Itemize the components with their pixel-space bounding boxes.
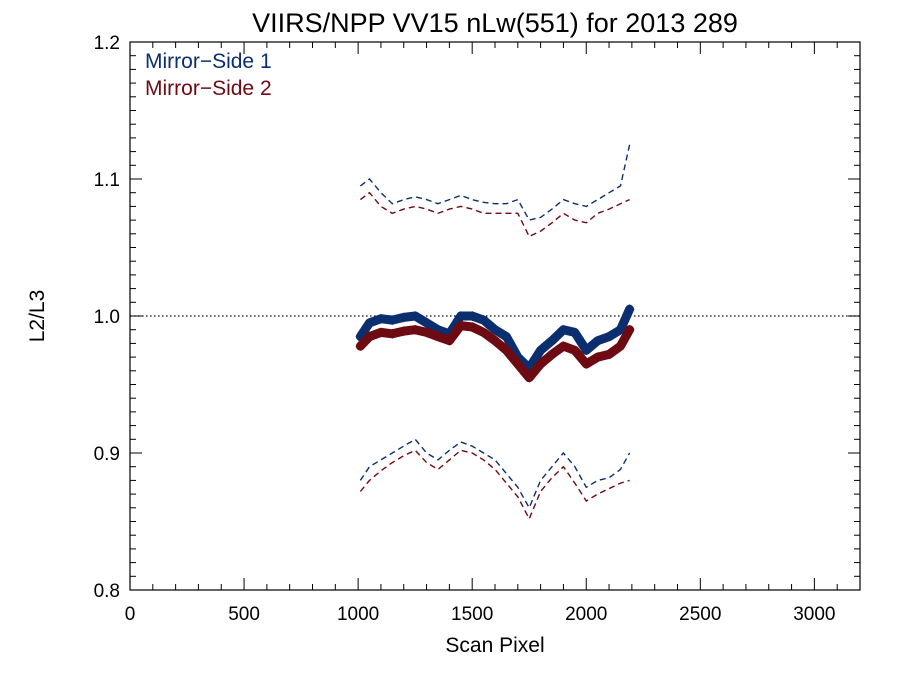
data-point-mirror-side-1: [535, 345, 546, 356]
plot-area: 0 500 1000 1500 2000 2500 3000 0.8 0.9 1.0 1.1 1.2: [94, 33, 861, 625]
lower-bound-line-mirror-side-1: [359, 438, 631, 510]
data-point-mirror-side-2: [433, 331, 443, 342]
y-tick-label: 1.1: [94, 170, 120, 191]
data-point-mirror-side-1: [558, 324, 569, 335]
data-point-mirror-side-1: [547, 335, 557, 346]
data-point-mirror-side-2: [398, 326, 409, 337]
upper-bound-line-mirror-side-1: [359, 144, 631, 221]
data-point-mirror-side-2: [569, 345, 580, 356]
data-point-mirror-side-2: [364, 331, 375, 342]
data-point-mirror-side-2: [524, 372, 535, 383]
x-tick-label: 1500: [451, 604, 493, 625]
data-point-mirror-side-2: [501, 345, 512, 356]
y-axis-label: L2/L3: [26, 290, 49, 343]
data-point-mirror-side-2: [478, 327, 489, 338]
data-point-mirror-side-1: [421, 317, 432, 328]
data-point-mirror-side-1: [375, 313, 386, 324]
chart-title: VIIRS/NPP VV15 nLw(551) for 2013 289: [252, 8, 738, 38]
data-point-mirror-side-1: [569, 327, 580, 338]
data-point-mirror-side-2: [604, 349, 615, 360]
data-point-mirror-side-1: [490, 324, 500, 335]
data-point-mirror-side-2: [624, 324, 635, 335]
x-tick-label: 1000: [337, 604, 379, 625]
x-tick-label: 0: [125, 604, 136, 625]
data-point-mirror-side-2: [512, 359, 523, 369]
data-point-mirror-side-2: [615, 341, 626, 352]
data-point-mirror-side-1: [501, 331, 512, 342]
legend-item-mirror-side-2: Mirror−Side 2: [145, 77, 272, 100]
data-point-mirror-side-1: [592, 335, 603, 346]
data-point-mirror-side-2: [421, 327, 432, 338]
data-point-mirror-side-2: [535, 359, 546, 369]
data-point-mirror-side-2: [410, 324, 421, 335]
y-tick-label: 1.0: [94, 307, 120, 328]
data-point-mirror-side-2: [490, 335, 500, 346]
data-point-mirror-side-2: [355, 341, 366, 352]
data-point-mirror-side-1: [364, 317, 375, 328]
data-point-mirror-side-2: [581, 359, 592, 369]
data-point-mirror-side-1: [455, 311, 466, 321]
y-tick-label: 1.2: [94, 33, 120, 54]
x-tick-label: 2000: [565, 604, 607, 625]
y-tick-label: 0.8: [94, 581, 120, 602]
data-point-mirror-side-2: [547, 349, 557, 360]
x-axis-label: Scan Pixel: [445, 634, 544, 657]
data-point-mirror-side-1: [478, 315, 489, 326]
data-point-mirror-side-1: [581, 345, 592, 356]
data-point-mirror-side-1: [410, 311, 421, 321]
upper-bound-line-mirror-side-2: [359, 191, 630, 238]
data-point-mirror-side-2: [467, 322, 478, 332]
x-tick-label: 500: [228, 604, 260, 625]
data-point-mirror-side-1: [467, 311, 478, 321]
data-point-mirror-side-1: [624, 304, 635, 315]
data-point-mirror-side-1: [604, 331, 615, 342]
lower-bound-line-mirror-side-2: [359, 449, 630, 521]
data-point-mirror-side-2: [592, 352, 603, 363]
legend-item-mirror-side-1: Mirror−Side 1: [145, 50, 272, 73]
x-tick-label: 2500: [679, 604, 721, 625]
data-point-mirror-side-1: [387, 315, 398, 326]
data-point-mirror-side-2: [455, 320, 466, 331]
data-point-mirror-side-2: [444, 335, 455, 346]
data-point-mirror-side-2: [375, 327, 386, 338]
data-point-mirror-side-1: [398, 312, 409, 323]
y-tick-label: 0.9: [94, 444, 120, 465]
data-point-mirror-side-1: [615, 324, 626, 335]
data-point-mirror-side-2: [387, 328, 398, 339]
x-tick-label: 3000: [793, 604, 835, 625]
data-point-mirror-side-2: [558, 341, 569, 352]
